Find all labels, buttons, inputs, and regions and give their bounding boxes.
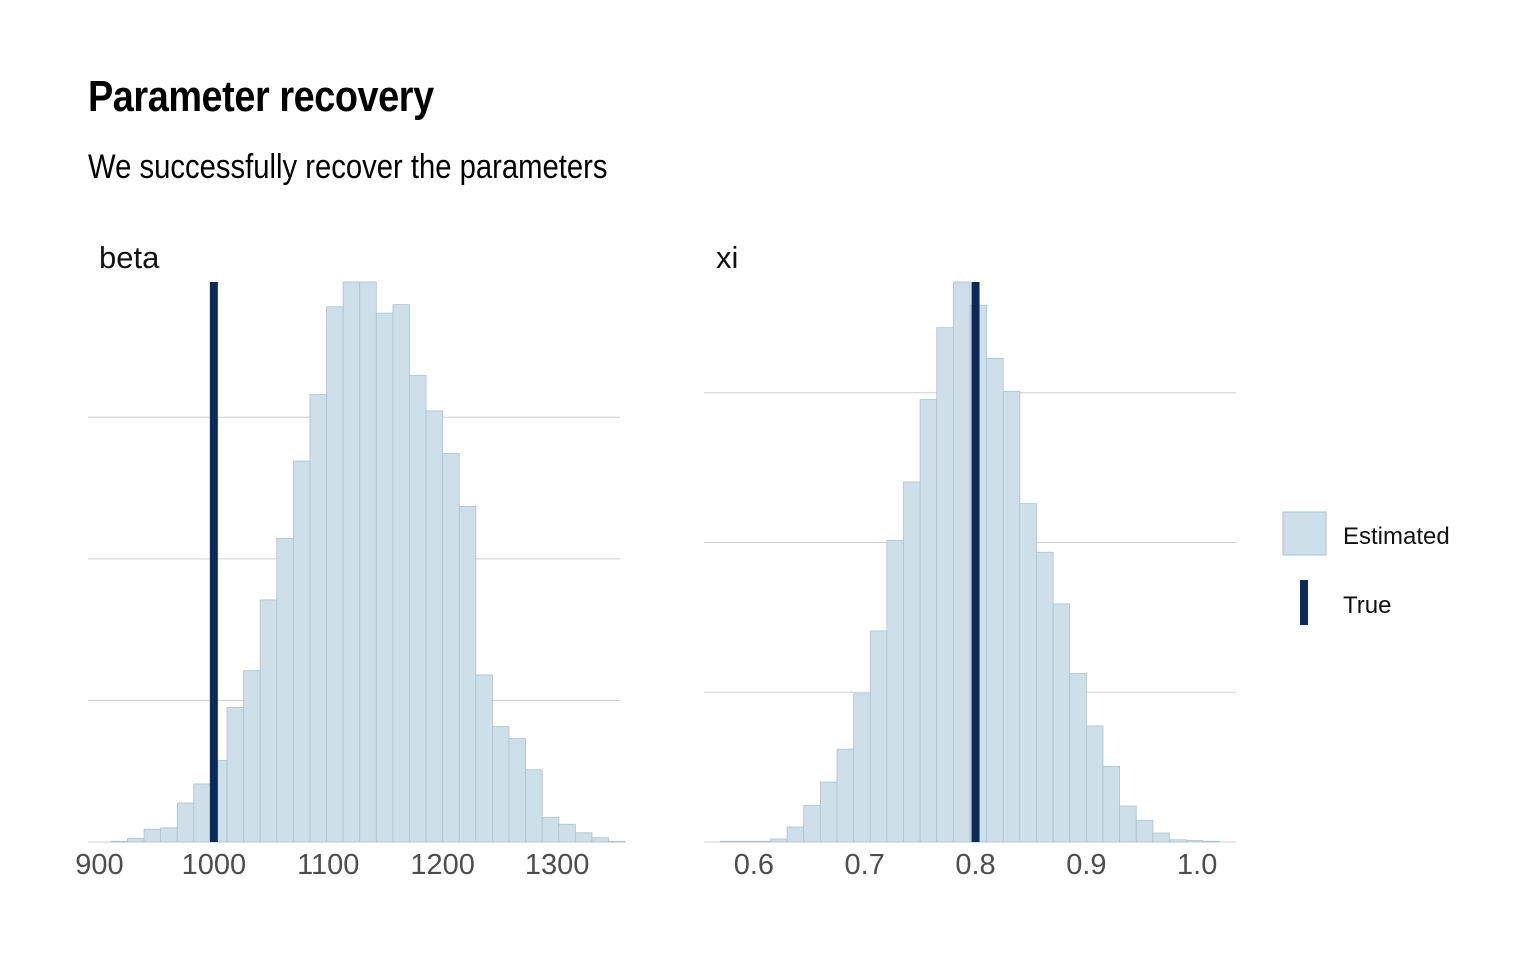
histogram-bar-xi bbox=[1052, 603, 1071, 843]
histogram-bar-beta bbox=[110, 840, 128, 843]
x-tick-label-xi: 0.8 bbox=[955, 849, 995, 881]
histogram-bars-beta bbox=[110, 281, 626, 843]
histogram-bar-xi bbox=[836, 748, 855, 843]
x-tick-label-xi: 0.7 bbox=[845, 849, 885, 881]
legend-key-true bbox=[1300, 580, 1308, 625]
histogram-bar-beta bbox=[193, 783, 211, 843]
histogram-bar-xi bbox=[853, 693, 871, 843]
x-tick-label-xi: 0.6 bbox=[734, 849, 774, 881]
histogram-bars-xi bbox=[720, 281, 1220, 843]
histogram-bar-xi bbox=[1036, 551, 1054, 843]
panel-beta: beta 900 1000 1100 1200 1300 bbox=[75, 240, 626, 881]
histogram-bar-beta bbox=[309, 394, 327, 843]
histogram-bar-xi bbox=[736, 840, 755, 843]
histogram-bar-xi bbox=[1119, 805, 1137, 843]
histogram-bar-beta bbox=[259, 599, 278, 843]
histogram-bar-beta bbox=[608, 840, 626, 843]
histogram-bar-xi bbox=[819, 781, 838, 843]
histogram-bar-xi bbox=[986, 357, 1004, 843]
x-tick-label-xi: 0.9 bbox=[1066, 849, 1106, 881]
histogram-bar-beta bbox=[176, 802, 195, 843]
x-tick-label-beta: 1300 bbox=[525, 849, 590, 881]
histogram-bar-xi bbox=[869, 630, 888, 843]
histogram-bar-xi bbox=[753, 840, 771, 843]
histogram-bar-xi bbox=[903, 481, 921, 843]
x-tick-label-xi: 1.0 bbox=[1177, 849, 1217, 881]
histogram-bar-beta bbox=[442, 452, 460, 843]
histogram-bar-xi bbox=[786, 826, 805, 843]
histogram-bar-beta bbox=[359, 281, 377, 843]
histogram-bar-beta bbox=[574, 832, 593, 843]
histogram-bar-beta bbox=[525, 769, 543, 843]
true-value-line-xi bbox=[971, 282, 980, 842]
true-line-beta bbox=[209, 282, 218, 842]
histogram-bar-beta bbox=[541, 816, 560, 843]
legend-key-estimated bbox=[1282, 511, 1327, 556]
legend-label-estimated: Estimated bbox=[1343, 523, 1450, 550]
true-line-xi bbox=[971, 282, 980, 842]
histogram-bar-beta bbox=[276, 537, 294, 843]
x-axis-ticks-beta: 900 1000 1100 1200 1300 bbox=[75, 849, 589, 881]
histogram-bar-xi bbox=[770, 838, 788, 843]
histogram-bar-xi bbox=[936, 327, 954, 843]
histogram-bar-beta bbox=[392, 304, 410, 843]
histogram-bar-xi bbox=[1202, 840, 1220, 843]
histogram-bar-xi bbox=[1169, 839, 1187, 843]
histogram-bar-beta bbox=[292, 460, 311, 843]
x-tick-label-beta: 900 bbox=[75, 849, 123, 881]
histogram-bar-xi bbox=[1019, 503, 1037, 843]
histogram-bar-beta bbox=[342, 281, 361, 843]
histogram-bar-beta bbox=[326, 306, 344, 843]
histogram-bar-beta bbox=[409, 375, 427, 843]
histogram-bar-xi bbox=[720, 840, 738, 843]
histogram-bar-xi bbox=[803, 804, 821, 843]
histogram-bar-beta bbox=[558, 823, 576, 843]
histogram-bar-xi bbox=[1085, 725, 1104, 843]
histogram-bar-xi bbox=[1069, 673, 1087, 843]
histogram-bar-beta bbox=[508, 738, 527, 843]
x-axis-ticks-xi: 0.6 0.7 0.8 0.9 1.0 bbox=[734, 849, 1218, 881]
histogram-bar-beta bbox=[160, 827, 178, 843]
histogram-bar-xi bbox=[1102, 765, 1121, 843]
histogram-bar-beta bbox=[458, 506, 477, 843]
panel-label-xi: xi bbox=[716, 240, 738, 275]
histogram-bar-xi bbox=[1185, 840, 1204, 843]
histogram-bar-beta bbox=[127, 838, 145, 843]
histogram-bar-xi bbox=[886, 539, 904, 843]
histogram-bar-beta bbox=[243, 670, 261, 843]
legend-label-true: True bbox=[1343, 592, 1391, 619]
x-tick-label-beta: 1200 bbox=[410, 849, 475, 881]
chart-title: Parameter recovery bbox=[88, 72, 434, 121]
x-tick-label-beta: 1100 bbox=[297, 849, 359, 881]
histogram-bar-xi bbox=[1152, 832, 1170, 843]
chart-subtitle: We successfully recover the parameters bbox=[88, 148, 608, 186]
histogram-bar-beta bbox=[143, 828, 162, 843]
histogram-bar-beta bbox=[425, 410, 444, 843]
histogram-bar-xi bbox=[1002, 390, 1021, 843]
histogram-bar-xi bbox=[919, 399, 938, 843]
histogram-bar-xi bbox=[1135, 819, 1154, 843]
histogram-bar-beta bbox=[226, 707, 244, 843]
panel-label-beta: beta bbox=[99, 240, 160, 275]
legend: Estimated True bbox=[1282, 511, 1450, 625]
true-value-line-beta bbox=[209, 282, 218, 842]
histogram-bar-xi bbox=[952, 281, 971, 843]
panel-xi: xi 0.6 0.7 0.8 0.9 1.0 bbox=[704, 240, 1236, 881]
x-tick-label-beta: 1000 bbox=[182, 849, 247, 881]
histogram-bar-beta bbox=[475, 674, 493, 843]
histogram-bar-beta bbox=[591, 837, 609, 843]
histogram-bar-beta bbox=[375, 312, 394, 843]
histogram-bar-beta bbox=[492, 726, 510, 843]
